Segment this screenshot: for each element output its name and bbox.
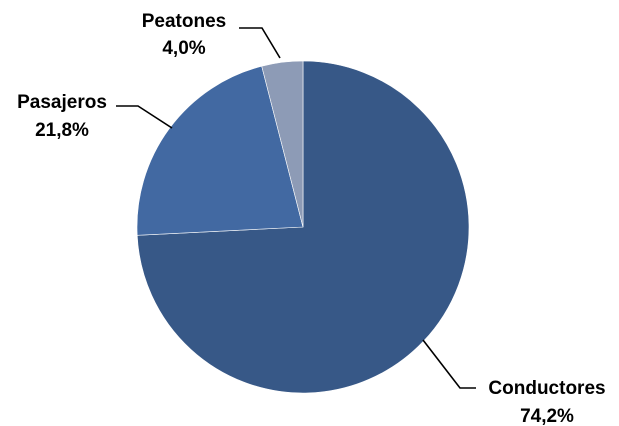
slice-value-conductores: 74,2%	[520, 406, 574, 426]
pie-slice-peatones	[261, 60, 304, 228]
leader-line-conductores	[422, 339, 476, 389]
slice-value-peatones: 4,0%	[162, 38, 205, 59]
slice-label-conductores: Conductores	[488, 378, 605, 399]
leader-line-pasajeros	[116, 105, 173, 129]
pie-slices	[136, 60, 470, 394]
slice-value-pasajeros: 21,8%	[35, 120, 89, 141]
pie-slice-pasajeros	[136, 65, 304, 236]
leader-line-peatones	[239, 27, 281, 59]
slice-label-pasajeros: Pasajeros	[17, 92, 107, 113]
slice-label-peatones: Peatones	[142, 11, 226, 32]
